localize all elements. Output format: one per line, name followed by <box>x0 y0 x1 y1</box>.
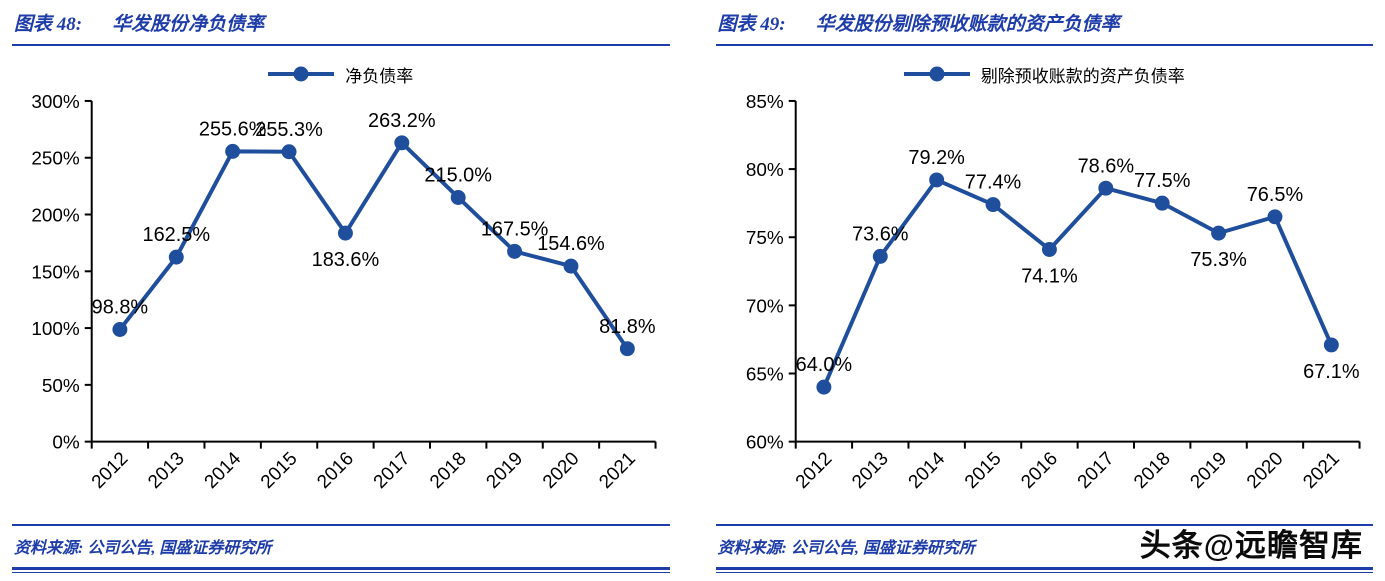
watermark: 头条@远瞻智库 <box>1139 528 1363 563</box>
svg-text:2018: 2018 <box>426 448 471 493</box>
svg-text:2013: 2013 <box>144 448 189 493</box>
svg-text:167.5%: 167.5% <box>481 218 549 240</box>
chart-legend: 净负债率 <box>12 61 670 87</box>
svg-text:65%: 65% <box>745 364 783 385</box>
source-note: 资料来源: 公司公告, 国盛证券研究所 <box>14 540 272 557</box>
svg-text:2021: 2021 <box>1299 448 1344 493</box>
source-divider <box>12 524 670 526</box>
source-note: 资料来源: 公司公告, 国盛证券研究所 <box>717 540 975 557</box>
svg-text:60%: 60% <box>745 433 783 454</box>
svg-text:162.5%: 162.5% <box>143 224 211 246</box>
bottom-double-border <box>715 567 1373 573</box>
title-divider <box>12 44 670 46</box>
svg-text:64.0%: 64.0% <box>795 354 851 376</box>
svg-text:2017: 2017 <box>370 448 415 493</box>
source-divider <box>715 524 1373 526</box>
svg-text:2019: 2019 <box>482 448 527 493</box>
svg-text:70%: 70% <box>745 296 783 317</box>
figure-number: 图表 48: <box>14 14 83 35</box>
svg-text:215.0%: 215.0% <box>424 165 492 187</box>
svg-text:100%: 100% <box>31 319 80 340</box>
figure-number: 图表 49: <box>717 14 786 35</box>
figure-title-text: 华发股份净负债率 <box>112 14 265 35</box>
chart-legend: 剔除预收账款的资产负债率 <box>716 61 1374 87</box>
svg-text:2016: 2016 <box>313 448 358 493</box>
legend-dot-icon <box>293 66 309 82</box>
svg-text:0%: 0% <box>52 433 80 454</box>
svg-text:74.1%: 74.1% <box>1021 265 1077 287</box>
svg-text:2015: 2015 <box>257 448 302 493</box>
svg-text:255.6%: 255.6% <box>199 118 267 140</box>
svg-text:2016: 2016 <box>1017 448 1062 493</box>
svg-text:2014: 2014 <box>904 448 949 493</box>
svg-text:250%: 250% <box>31 149 80 170</box>
svg-text:2015: 2015 <box>960 448 1005 493</box>
legend-label: 剔除预收账款的资产负债率 <box>980 66 1185 86</box>
svg-text:76.5%: 76.5% <box>1246 184 1302 206</box>
svg-text:2021: 2021 <box>595 448 640 493</box>
svg-text:75.3%: 75.3% <box>1190 249 1246 271</box>
svg-text:75%: 75% <box>745 228 783 249</box>
legend-line-marker-icon <box>903 66 970 82</box>
chart-panel-right: 图表 49: 华发股份剔除预收账款的资产负债率 剔除预收账款的资产负债率 60% 6… <box>715 6 1374 573</box>
svg-text:80%: 80% <box>745 160 783 181</box>
svg-text:73.6%: 73.6% <box>852 223 908 245</box>
svg-text:263.2%: 263.2% <box>368 110 436 132</box>
svg-text:300%: 300% <box>31 92 80 113</box>
legend-dot-icon <box>929 66 945 82</box>
svg-text:2018: 2018 <box>1130 448 1175 493</box>
svg-text:77.5%: 77.5% <box>1133 170 1189 192</box>
svg-text:2020: 2020 <box>1242 448 1287 493</box>
legend-label: 净负债率 <box>345 66 414 86</box>
svg-text:78.6%: 78.6% <box>1077 155 1133 177</box>
figure-title: 图表 49: 华发股份剔除预收账款的资产负债率 <box>716 6 1374 44</box>
svg-text:79.2%: 79.2% <box>908 147 964 169</box>
svg-text:67.1%: 67.1% <box>1303 361 1359 383</box>
figure-title-text: 华发股份剔除预收账款的资产负债率 <box>815 14 1120 35</box>
svg-text:2019: 2019 <box>1186 448 1231 493</box>
svg-text:2017: 2017 <box>1073 448 1118 493</box>
svg-text:85%: 85% <box>745 92 783 113</box>
svg-text:2020: 2020 <box>539 448 584 493</box>
chart-panel-left: 图表 48: 华发股份净负债率 净负债率 0% 50% 100% 150% 200% 250… <box>12 6 670 573</box>
title-divider <box>715 44 1373 46</box>
svg-text:50%: 50% <box>42 376 80 397</box>
legend-line-marker-icon <box>268 66 335 82</box>
svg-text:154.6%: 154.6% <box>537 233 605 255</box>
svg-text:200%: 200% <box>31 205 80 226</box>
bottom-double-border <box>12 567 670 573</box>
svg-text:2014: 2014 <box>201 448 246 493</box>
svg-text:183.6%: 183.6% <box>312 249 380 271</box>
line-chart-net-debt-ratio: 0% 50% 100% 150% 200% 250% 300% 2012 2013 2014 201… <box>12 87 670 515</box>
svg-text:98.8%: 98.8% <box>92 297 148 319</box>
line-chart-asset-liability-ratio: 60% 65% 70% 75% 80% 85% 2012 2013 2014 2015 2016 20… <box>716 87 1374 515</box>
svg-text:255.3%: 255.3% <box>255 119 323 141</box>
svg-text:2012: 2012 <box>791 448 836 493</box>
svg-text:81.8%: 81.8% <box>599 316 655 338</box>
svg-text:77.4%: 77.4% <box>964 172 1020 194</box>
svg-text:2013: 2013 <box>848 448 893 493</box>
svg-text:2012: 2012 <box>88 448 133 493</box>
svg-text:150%: 150% <box>31 262 80 283</box>
figure-title: 图表 48: 华发股份净负债率 <box>12 6 670 44</box>
